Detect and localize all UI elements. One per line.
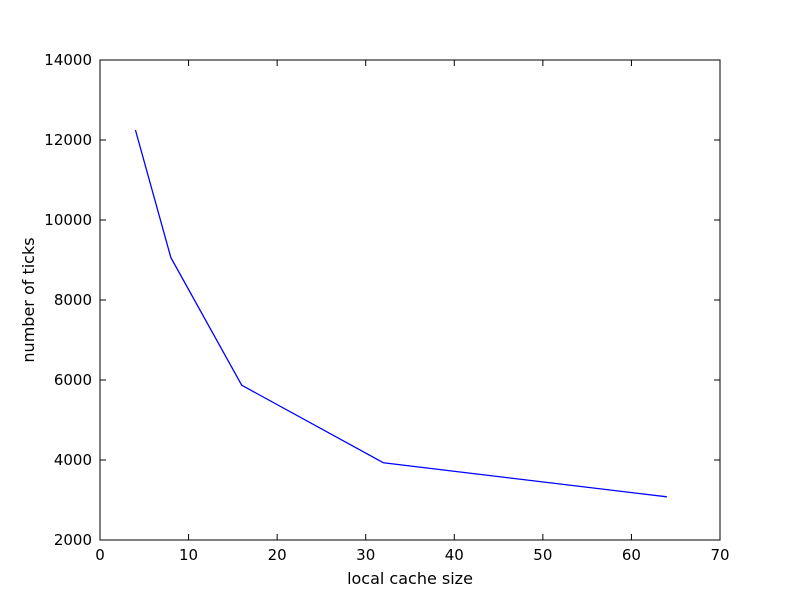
y-tick-label-2: 6000: [54, 371, 92, 389]
y-axis-label: number of ticks: [19, 237, 38, 362]
x-tick-label-0: 0: [95, 546, 105, 564]
y-tick-label-5: 12000: [44, 131, 92, 149]
x-tick-label-6: 60: [622, 546, 641, 564]
x-tick-label-7: 70: [710, 546, 729, 564]
y-tick-label-4: 10000: [44, 211, 92, 229]
tick-labels: 0 10 20 30 40 50 60 70 2000 4000 6000 8000 10000 1200…: [44, 51, 729, 564]
series-line-0: [134, 129, 667, 498]
y-tick-label-3: 8000: [54, 291, 92, 309]
axis-ticks: [99, 59, 721, 541]
x-tick-label-2: 20: [268, 546, 287, 564]
y-tick-label-0: 2000: [54, 531, 92, 549]
x-tick-label-4: 40: [445, 546, 464, 564]
y-tick-label-6: 14000: [44, 51, 92, 69]
x-axis-label: local cache size: [347, 569, 473, 588]
x-tick-label-5: 50: [533, 546, 552, 564]
x-tick-label-1: 10: [179, 546, 198, 564]
x-tick-label-3: 30: [356, 546, 375, 564]
y-tick-label-1: 4000: [54, 451, 92, 469]
